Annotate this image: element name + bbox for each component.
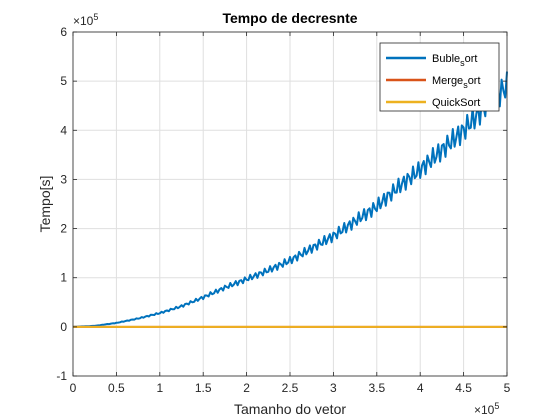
x-tick-label: 3 <box>330 381 337 395</box>
x-tick-label: 2 <box>243 381 250 395</box>
legend-entry: Mergesort <box>432 75 481 90</box>
y-tick-label: 0 <box>60 320 67 334</box>
y-axis-ticks: -1 0 1 2 3 4 5 6 <box>56 25 507 383</box>
x-tick-label: 2.5 <box>282 381 299 395</box>
x-axis-label: Tamanho do vetor <box>234 401 346 417</box>
y-tick-label: 4 <box>60 123 67 137</box>
y-exponent-power: 5 <box>93 12 98 22</box>
x-exponent-base: ×10 <box>474 403 495 417</box>
x-tick-label: 1 <box>156 381 163 395</box>
y-tick-label: 2 <box>60 222 67 236</box>
x-tick-label: 3.5 <box>368 381 385 395</box>
series-layer <box>72 71 508 328</box>
y-exponent-base: ×10 <box>73 14 94 28</box>
y-axis-label: Tempo[s] <box>37 176 53 233</box>
y-tick-label: 5 <box>60 74 67 88</box>
x-exponent-power: 5 <box>494 401 499 411</box>
y-tick-label: -1 <box>56 369 67 383</box>
x-exponent-label: ×105 <box>474 401 499 417</box>
x-axis-ticks: 0 0.5 1 1.5 2 2.5 3 3.5 4 4.5 5 <box>70 32 511 395</box>
x-tick-label: 4 <box>417 381 424 395</box>
series-line-buble-sort <box>72 71 508 328</box>
legend-entry: QuickSort <box>432 97 480 109</box>
legend-entry: Bublesort <box>432 53 477 68</box>
y-tick-label: 1 <box>60 271 67 285</box>
y-tick-label: 6 <box>60 25 67 39</box>
x-tick-label: 0.5 <box>108 381 125 395</box>
x-tick-label: 0 <box>70 381 77 395</box>
x-tick-label: 5 <box>504 381 511 395</box>
chart-title: Tempo de decresnte <box>222 10 357 26</box>
y-tick-label: 3 <box>60 172 67 186</box>
x-tick-label: 1.5 <box>195 381 212 395</box>
y-exponent-label: ×105 <box>73 12 98 28</box>
legend-box <box>379 42 500 112</box>
legend: Bublesort Mergesort QuickSort <box>379 42 500 112</box>
x-tick-label: 4.5 <box>455 381 472 395</box>
